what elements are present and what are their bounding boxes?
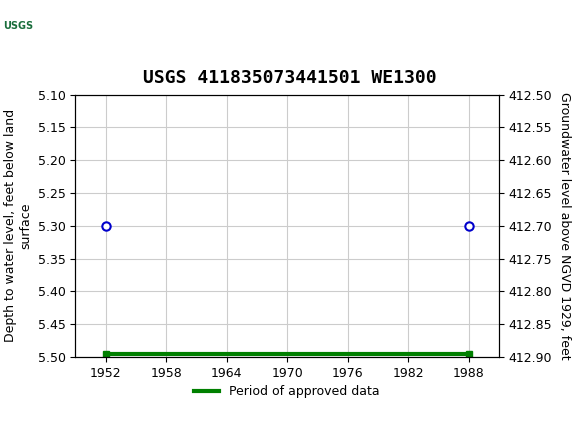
Text: █USGS: █USGS bbox=[6, 15, 64, 37]
Legend: Period of approved data: Period of approved data bbox=[189, 380, 385, 403]
Text: USGS: USGS bbox=[3, 21, 34, 31]
Y-axis label: Groundwater level above NGVD 1929, feet: Groundwater level above NGVD 1929, feet bbox=[558, 92, 571, 359]
Y-axis label: Depth to water level, feet below land
surface: Depth to water level, feet below land su… bbox=[4, 109, 32, 342]
Bar bbox=[3, 5, 35, 46]
Text: USGS 411835073441501 WE1300: USGS 411835073441501 WE1300 bbox=[143, 69, 437, 87]
